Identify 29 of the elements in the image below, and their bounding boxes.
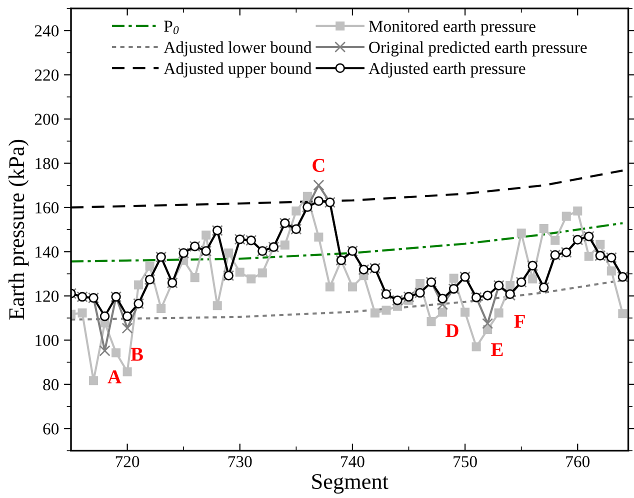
x-axis-title: Segment — [312, 474, 388, 494]
legend-label: P$_{0}$ — [164, 20, 179, 34]
annotation: B — [130, 348, 143, 361]
y-tick-label: 140 — [36, 246, 59, 258]
annotation: C — [312, 158, 324, 172]
y-tick-label: 60 — [43, 423, 59, 435]
y-tick-label: 160 — [36, 202, 59, 214]
annotation: D — [446, 324, 458, 338]
legend-label: Adjusted upper bound — [164, 62, 312, 78]
annotation: E — [491, 343, 503, 356]
legend-label: Adjusted earth pressure — [368, 62, 526, 78]
x-tick-label: 750 — [454, 456, 477, 468]
x-tick-label: 740 — [341, 456, 364, 468]
y-axis-title: Earth pressure (kPa) — [8, 140, 29, 320]
y-tick-label: 80 — [43, 379, 59, 390]
legend-label: Adjusted lower bound — [164, 41, 312, 56]
y-tick-label: 220 — [34, 70, 59, 81]
x-tick-label: 760 — [566, 456, 590, 468]
annotation: F — [514, 314, 525, 328]
x-tick-label: 730 — [228, 456, 252, 468]
y-tick-label: 120 — [36, 290, 59, 302]
annotation: A — [108, 370, 122, 384]
legend-label: Original predicted earth pressure — [369, 41, 587, 56]
y-tick-label: 180 — [36, 158, 59, 170]
y-tick-label: 100 — [36, 334, 59, 346]
y-tick-label: 200 — [34, 114, 59, 125]
legend-label: Monitored earth pressure — [368, 20, 536, 36]
x-tick-label: 720 — [116, 456, 140, 468]
y-tick-label: 240 — [34, 25, 59, 37]
